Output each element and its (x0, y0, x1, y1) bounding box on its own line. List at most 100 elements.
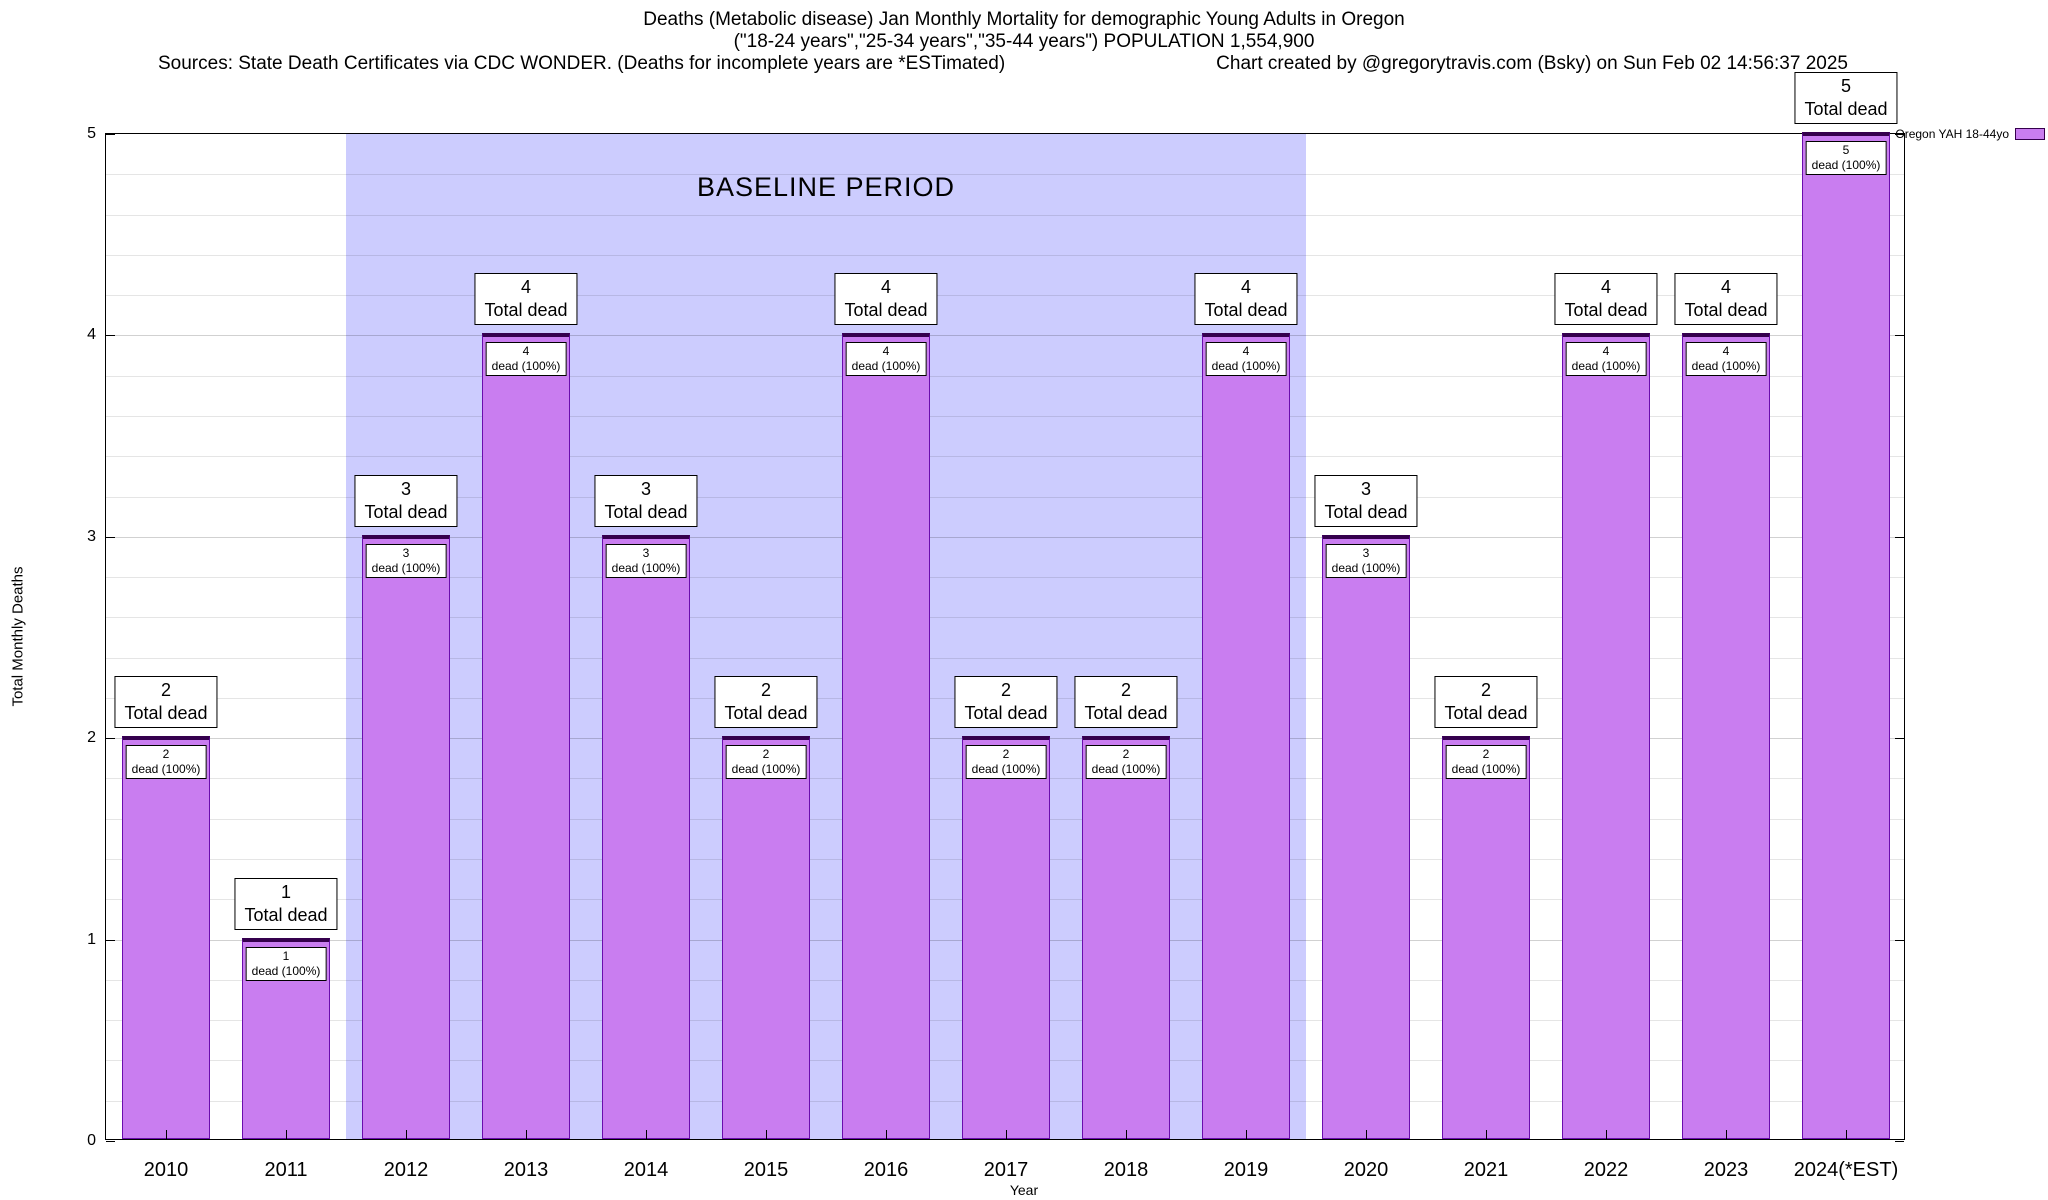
x-tick-label: 2021 (1463, 1159, 1509, 1181)
bar-inner-suffix: dead (100%) (1211, 359, 1281, 374)
x-axis-title: Year (1009, 1182, 1039, 1198)
bar-total-label: 4 Total dead (1554, 273, 1658, 326)
bar-inner-value: 5 (1842, 143, 1850, 157)
bar-2013 (482, 333, 570, 1139)
bar-inner-label: 2 dead (100%) (125, 745, 207, 780)
bar-inner-value: 4 (882, 344, 890, 359)
bar-total-label: 2 Total dead (1434, 676, 1538, 729)
x-tick-label: 2012 (383, 1159, 429, 1181)
x-tick-label: 2024(*EST) (1793, 1159, 1899, 1181)
bar-inner-label: 4 dead (100%) (845, 342, 927, 377)
bar-total-value: 4 (1600, 277, 1612, 298)
chart-title: Deaths (Metabolic disease) Jan Monthly M… (643, 9, 1405, 30)
bar-inner-value: 4 (1242, 344, 1250, 359)
bar-inner-label: 4 dead (100%) (1205, 342, 1287, 377)
bar-inner-suffix: dead (100%) (491, 359, 561, 374)
x-tick-label: 2014 (623, 1159, 669, 1181)
y-tick-label: 3 (87, 527, 96, 545)
y-tick-mark-right (1895, 335, 1904, 337)
bar-total-value: 2 (160, 680, 172, 701)
bar-total-suffix: Total dead (1564, 300, 1648, 321)
gridline (106, 577, 1904, 579)
bar-total-label: 4 Total dead (474, 273, 578, 326)
bar-2019 (1202, 333, 1290, 1139)
bar-2010 (122, 736, 210, 1139)
baseline-label: BASELINE PERIOD (696, 172, 956, 202)
plot-area: BASELINE PERIOD 0 1 2 3 4 5 2010 2 Total dead 2 de… (87, 72, 1905, 1181)
bar-total-suffix: Total dead (964, 703, 1048, 724)
gridline (106, 617, 1904, 619)
bar-total-label: 3 Total dead (1314, 474, 1418, 527)
bar-total-suffix: Total dead (604, 501, 688, 522)
y-tick-label: 0 (87, 1132, 96, 1149)
bar-total-label: 2 Total dead (1074, 676, 1178, 729)
x-tick-mark (1726, 1130, 1727, 1139)
chart-meta-row: Sources: State Death Certificates via CD… (0, 53, 2048, 75)
bar-total-label: 2 Total dead (714, 676, 818, 729)
gridline (106, 295, 1904, 297)
bar-total-label: 4 Total dead (1674, 273, 1778, 326)
legend: Oregon YAH 18-44yo (1895, 127, 2045, 141)
bar-inner-value: 2 (162, 747, 170, 762)
x-tick-label: 2022 (1583, 1159, 1629, 1181)
bar-total-label: 1 Total dead (234, 877, 338, 930)
y-tick-mark (106, 134, 115, 135)
gridline (106, 415, 1904, 417)
bar-inner-label: 3 dead (100%) (605, 543, 687, 578)
x-tick-label: 2023 (1703, 1159, 1749, 1181)
bar-inner-suffix: dead (100%) (1331, 560, 1401, 575)
bar-2022 (1562, 333, 1650, 1139)
bar-inner-label: 4 dead (100%) (485, 342, 567, 377)
bar-2015 (722, 736, 810, 1139)
bar-2017 (962, 736, 1050, 1139)
bar-total-value: 2 (760, 680, 772, 701)
bar-inner-suffix: dead (100%) (1811, 158, 1881, 172)
bar-inner-value: 1 (282, 948, 290, 963)
bar-inner-suffix: dead (100%) (131, 762, 201, 777)
bar-2020 (1322, 534, 1410, 1139)
bar-total-suffix: Total dead (1804, 99, 1888, 119)
y-tick-mark (106, 536, 115, 538)
gridline (106, 335, 1904, 337)
y-tick-mark-right (1895, 134, 1904, 135)
y-tick-mark (106, 738, 115, 740)
bar-inner-label: 4 dead (100%) (1685, 342, 1767, 377)
bar-inner-label: 2 dead (100%) (1085, 745, 1167, 780)
legend-entry-label: Oregon YAH 18-44yo (1895, 127, 2009, 141)
y-tick-label: 4 (87, 326, 96, 344)
bar-2023 (1682, 333, 1770, 1139)
x-tick-mark (646, 1130, 647, 1139)
bar-2018 (1082, 736, 1170, 1139)
gridline (106, 536, 1904, 538)
y-tick-mark-right (1895, 738, 1904, 740)
chart-sources-note: Sources: State Death Certificates via CD… (158, 53, 1006, 74)
x-tick-mark (526, 1130, 527, 1139)
bar-total-label: 3 Total dead (354, 474, 458, 527)
bar-inner-value: 2 (1122, 747, 1130, 762)
x-tick-label: 2020 (1343, 1159, 1389, 1181)
bar-total-suffix: Total dead (484, 300, 568, 321)
gridline (106, 496, 1904, 498)
x-tick-mark (1246, 1130, 1247, 1139)
bar-total-label: 4 Total dead (834, 273, 938, 326)
bar-2016 (842, 333, 930, 1139)
gridline (106, 456, 1904, 458)
x-tick-mark (286, 1130, 287, 1139)
bar-inner-label: 4 dead (100%) (1565, 342, 1647, 377)
bar-inner-label: 3 dead (100%) (365, 543, 447, 578)
y-tick-mark (106, 939, 115, 941)
bar-total-suffix: Total dead (844, 300, 928, 321)
y-tick-mark (106, 335, 115, 337)
bar-inner-suffix: dead (100%) (851, 359, 921, 374)
gridline (106, 174, 1904, 176)
bar-total-label: 2 Total dead (954, 676, 1058, 729)
bar-total-value: 4 (880, 277, 892, 298)
bar-inner-suffix: dead (100%) (371, 560, 441, 575)
gridline (106, 254, 1904, 256)
bar-inner-value: 2 (1482, 747, 1490, 762)
bar-total-suffix: Total dead (1084, 703, 1168, 724)
x-tick-label: 2011 (264, 1159, 308, 1181)
gridline (106, 657, 1904, 659)
y-tick-mark-right (1895, 939, 1904, 941)
